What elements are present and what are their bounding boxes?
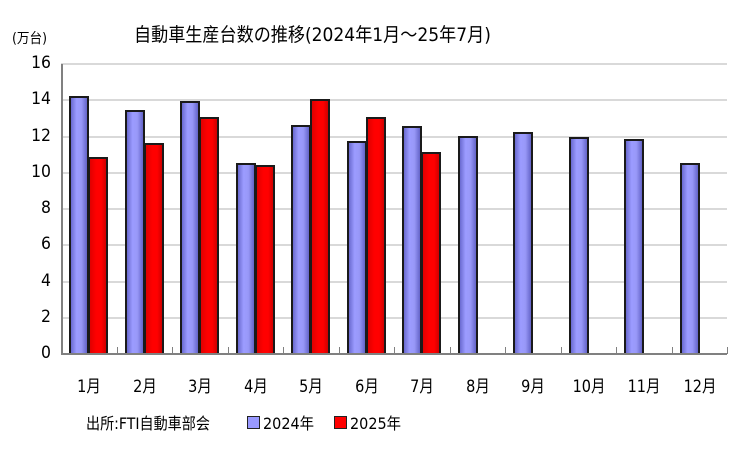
- bar-2024年-9月: [513, 131, 533, 353]
- legend-swatch-2025: [333, 415, 347, 429]
- legend-item-2025: 2025年: [333, 410, 407, 434]
- bar-2024年-5月: [291, 124, 311, 353]
- bar-2024年-10月: [568, 137, 589, 353]
- x-tick-label: 5月: [299, 377, 323, 397]
- x-tick-label: 9月: [521, 377, 545, 397]
- x-tick: [560, 347, 562, 354]
- x-tick: [505, 347, 506, 354]
- gridline: [61, 208, 727, 210]
- x-tick: [394, 347, 395, 354]
- x-tick: [227, 347, 229, 354]
- x-tick: [449, 347, 451, 354]
- bar-2025年-1月: [88, 157, 108, 353]
- bar-2024年-8月: [457, 135, 478, 353]
- y-tick-label: 10: [31, 161, 51, 182]
- y-tick-label: 12: [31, 125, 51, 146]
- bar-2025年-4月: [254, 164, 275, 353]
- gridline: [61, 135, 727, 138]
- x-tick: [283, 347, 284, 354]
- chart-title: 自動車生産台数の推移(2024年1月～25年7月): [134, 24, 491, 46]
- gridline: [61, 244, 727, 247]
- y-tick-label: 4: [41, 270, 51, 291]
- legend-label: 2024年: [262, 414, 314, 433]
- x-tick-label: 6月: [354, 377, 379, 397]
- y-tick-label: 8: [41, 198, 51, 218]
- y-tick-label: 16: [31, 53, 51, 73]
- bar-2024年-12月: [679, 162, 700, 353]
- source-note: 出所:FTI自動車部会: [86, 414, 210, 433]
- x-tick-label: 2月: [132, 377, 157, 397]
- bar-2025年-2月: [143, 142, 164, 353]
- y-tick-label: 2: [41, 306, 51, 327]
- y-tick-label: 14: [31, 89, 51, 110]
- legend-item-2024: 2024年: [246, 410, 320, 434]
- x-tick: [116, 347, 118, 354]
- x-tick: [172, 347, 173, 354]
- legend: 出所:FTI自動車部会 2024年 2025年: [86, 410, 420, 434]
- y-axis-unit: (万台): [12, 31, 48, 47]
- bar-2025年-7月: [421, 151, 441, 353]
- bar-2025年-5月: [310, 99, 330, 353]
- x-axis-line: [61, 353, 727, 355]
- x-tick-label: 11月: [627, 377, 661, 397]
- x-tick: [671, 347, 673, 354]
- x-tick-label: 8月: [465, 377, 490, 397]
- x-tick-label: 12月: [683, 377, 716, 397]
- x-tick: [727, 347, 728, 354]
- x-tick-label: 1月: [77, 377, 101, 397]
- plot-area: [61, 63, 728, 355]
- gridline: [61, 280, 727, 283]
- bar-2024年-4月: [235, 162, 256, 353]
- bar-2025年-3月: [199, 117, 219, 353]
- bar-2024年-3月: [180, 101, 200, 353]
- y-tick-label: 0: [41, 343, 51, 363]
- gridline: [61, 171, 727, 174]
- x-tick: [338, 347, 340, 354]
- bar-2024年-2月: [124, 110, 145, 353]
- bar-2024年-11月: [624, 139, 644, 353]
- x-tick-label: 7月: [410, 377, 434, 397]
- bar-2024年-7月: [402, 126, 422, 353]
- gridline: [61, 99, 727, 102]
- legend-label: 2025年: [349, 414, 401, 433]
- gridline: [61, 316, 727, 319]
- y-tick-label: 6: [41, 234, 51, 255]
- x-tick-label: 10月: [572, 377, 605, 397]
- y-axis-line: [61, 64, 63, 355]
- gridline: [61, 63, 727, 65]
- x-tick-label: 4月: [243, 377, 268, 397]
- bar-2025年-6月: [365, 117, 386, 353]
- bar-2024年-6月: [346, 140, 367, 353]
- x-tick: [616, 347, 617, 354]
- bar-2024年-1月: [69, 95, 89, 353]
- legend-swatch-2024: [246, 415, 260, 429]
- x-tick-label: 3月: [188, 377, 212, 397]
